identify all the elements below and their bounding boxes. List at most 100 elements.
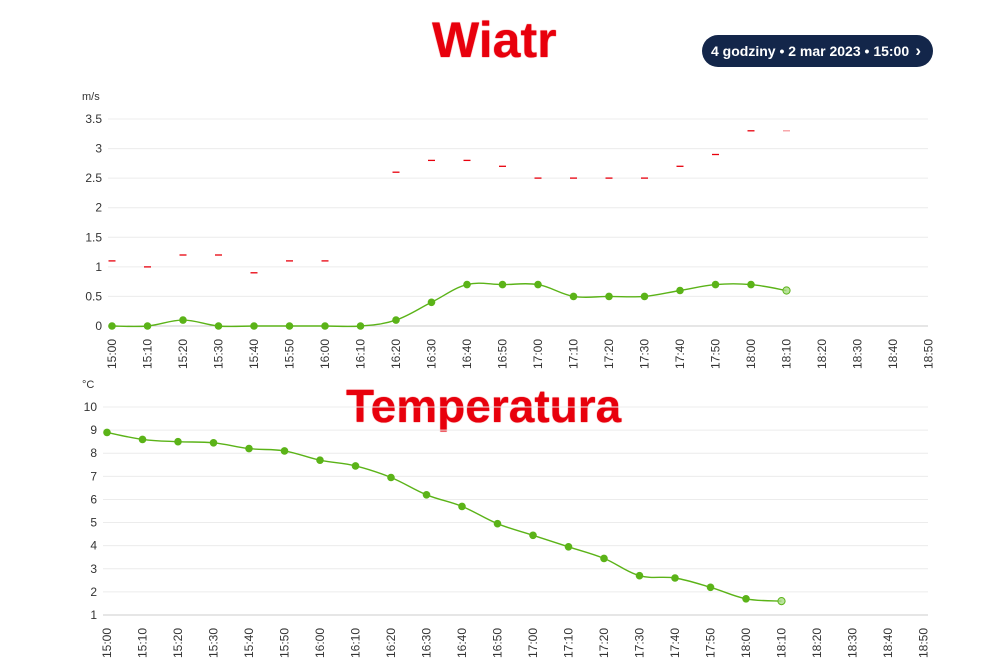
y-tick-label: 2.5 bbox=[85, 171, 102, 185]
x-tick-label: 17:40 bbox=[668, 628, 682, 658]
data-point bbox=[422, 491, 431, 499]
data-point bbox=[174, 437, 182, 446]
data-point bbox=[463, 280, 471, 289]
data-point bbox=[742, 595, 750, 603]
data-point bbox=[529, 531, 537, 540]
time-range-button[interactable]: 4 godziny • 2 mar 2023 • 15:00 › bbox=[702, 35, 933, 67]
x-tick-label: 15:50 bbox=[283, 339, 297, 369]
data-point bbox=[498, 280, 507, 289]
x-tick-label: 15:30 bbox=[212, 339, 226, 369]
series-line bbox=[106, 431, 782, 602]
x-tick-label: 17:10 bbox=[562, 628, 576, 658]
x-tick-label: 18:10 bbox=[775, 628, 789, 658]
data-point bbox=[280, 447, 289, 455]
data-point bbox=[392, 316, 400, 324]
data-point bbox=[605, 292, 613, 301]
data-point bbox=[209, 439, 218, 447]
x-tick-label: 18:40 bbox=[886, 339, 900, 369]
y-tick-label: 0 bbox=[95, 319, 102, 333]
x-tick-label: 15:10 bbox=[136, 628, 150, 658]
data-point bbox=[387, 473, 395, 482]
y-tick-label: 1 bbox=[95, 260, 102, 274]
data-point bbox=[250, 322, 258, 330]
data-point bbox=[427, 298, 436, 307]
x-tick-label: 17:30 bbox=[638, 339, 652, 369]
data-point bbox=[706, 583, 715, 592]
y-tick-label: 2 bbox=[90, 585, 97, 599]
data-point bbox=[214, 322, 223, 330]
y-tick-label: 3.5 bbox=[85, 112, 102, 126]
x-tick-label: 16:30 bbox=[420, 628, 434, 658]
x-tick-label: 15:40 bbox=[247, 339, 261, 369]
x-tick-label: 17:20 bbox=[597, 628, 611, 658]
x-tick-label: 15:20 bbox=[171, 628, 185, 658]
data-point bbox=[747, 280, 755, 289]
y-tick-label: 4 bbox=[90, 539, 97, 553]
chevron-right-icon: › bbox=[915, 41, 921, 60]
x-tick-label: 18:00 bbox=[739, 628, 753, 658]
data-point bbox=[600, 554, 608, 563]
x-tick-label: 16:40 bbox=[460, 339, 474, 369]
x-tick-label: 16:00 bbox=[318, 339, 332, 369]
data-point bbox=[351, 462, 360, 470]
x-tick-label: 17:20 bbox=[602, 339, 616, 369]
y-tick-label: 3 bbox=[90, 562, 97, 576]
x-tick-label: 17:40 bbox=[673, 339, 687, 369]
x-tick-label: 15:00 bbox=[105, 339, 119, 369]
data-point bbox=[316, 456, 324, 465]
data-point bbox=[458, 502, 466, 511]
x-tick-label: 17:50 bbox=[704, 628, 718, 658]
y-tick-label: 3 bbox=[95, 142, 102, 156]
x-tick-label: 18:30 bbox=[851, 339, 865, 369]
data-point bbox=[138, 435, 147, 444]
data-point bbox=[564, 543, 573, 551]
x-tick-label: 17:30 bbox=[633, 628, 647, 658]
y-tick-label: 7 bbox=[90, 469, 97, 483]
data-point bbox=[671, 574, 679, 582]
x-tick-label: 16:50 bbox=[491, 628, 505, 658]
x-tick-label: 17:00 bbox=[531, 339, 545, 369]
y-tick-label: 5 bbox=[90, 516, 97, 530]
x-tick-label: 17:10 bbox=[567, 339, 581, 369]
data-point bbox=[245, 444, 253, 453]
x-tick-label: 18:10 bbox=[780, 339, 794, 369]
data-point bbox=[569, 292, 578, 301]
data-point bbox=[143, 322, 152, 330]
data-point bbox=[108, 322, 116, 330]
data-point bbox=[640, 292, 649, 301]
data-point bbox=[285, 322, 294, 330]
x-tick-label: 15:50 bbox=[278, 628, 292, 658]
x-tick-label: 16:20 bbox=[384, 628, 398, 658]
x-tick-label: 18:20 bbox=[815, 339, 829, 369]
x-tick-label: 16:20 bbox=[389, 339, 403, 369]
y-tick-label: 6 bbox=[90, 492, 97, 506]
x-tick-label: 18:40 bbox=[881, 628, 895, 658]
y-tick-label: 1.5 bbox=[85, 230, 102, 244]
y-tick-label: 10 bbox=[84, 400, 98, 414]
y-tick-label: 0.5 bbox=[85, 289, 102, 303]
y-tick-label: 9 bbox=[90, 423, 97, 437]
x-tick-label: 15:00 bbox=[100, 628, 114, 658]
data-point bbox=[103, 428, 111, 437]
data-point bbox=[635, 571, 644, 580]
x-tick-label: 16:30 bbox=[425, 339, 439, 369]
x-tick-label: 18:50 bbox=[917, 628, 931, 658]
x-tick-label: 15:30 bbox=[207, 628, 221, 658]
x-tick-label: 15:20 bbox=[176, 339, 190, 369]
temperature-title: Temperatura bbox=[346, 380, 622, 432]
x-tick-label: 15:10 bbox=[141, 339, 155, 369]
time-range-label: 4 godziny • 2 mar 2023 • 15:00 bbox=[711, 43, 910, 59]
wind-title: Wiatr bbox=[432, 12, 557, 68]
x-tick-label: 17:50 bbox=[709, 339, 723, 369]
y-tick-label: 2 bbox=[95, 201, 102, 215]
data-point bbox=[321, 322, 329, 330]
y-axis-unit: °C bbox=[82, 379, 94, 391]
y-tick-label: 8 bbox=[90, 446, 97, 460]
x-tick-label: 17:00 bbox=[526, 628, 540, 658]
data-point bbox=[711, 280, 720, 289]
data-point bbox=[782, 286, 791, 295]
y-tick-label: 1 bbox=[90, 608, 97, 622]
data-point bbox=[493, 519, 502, 528]
